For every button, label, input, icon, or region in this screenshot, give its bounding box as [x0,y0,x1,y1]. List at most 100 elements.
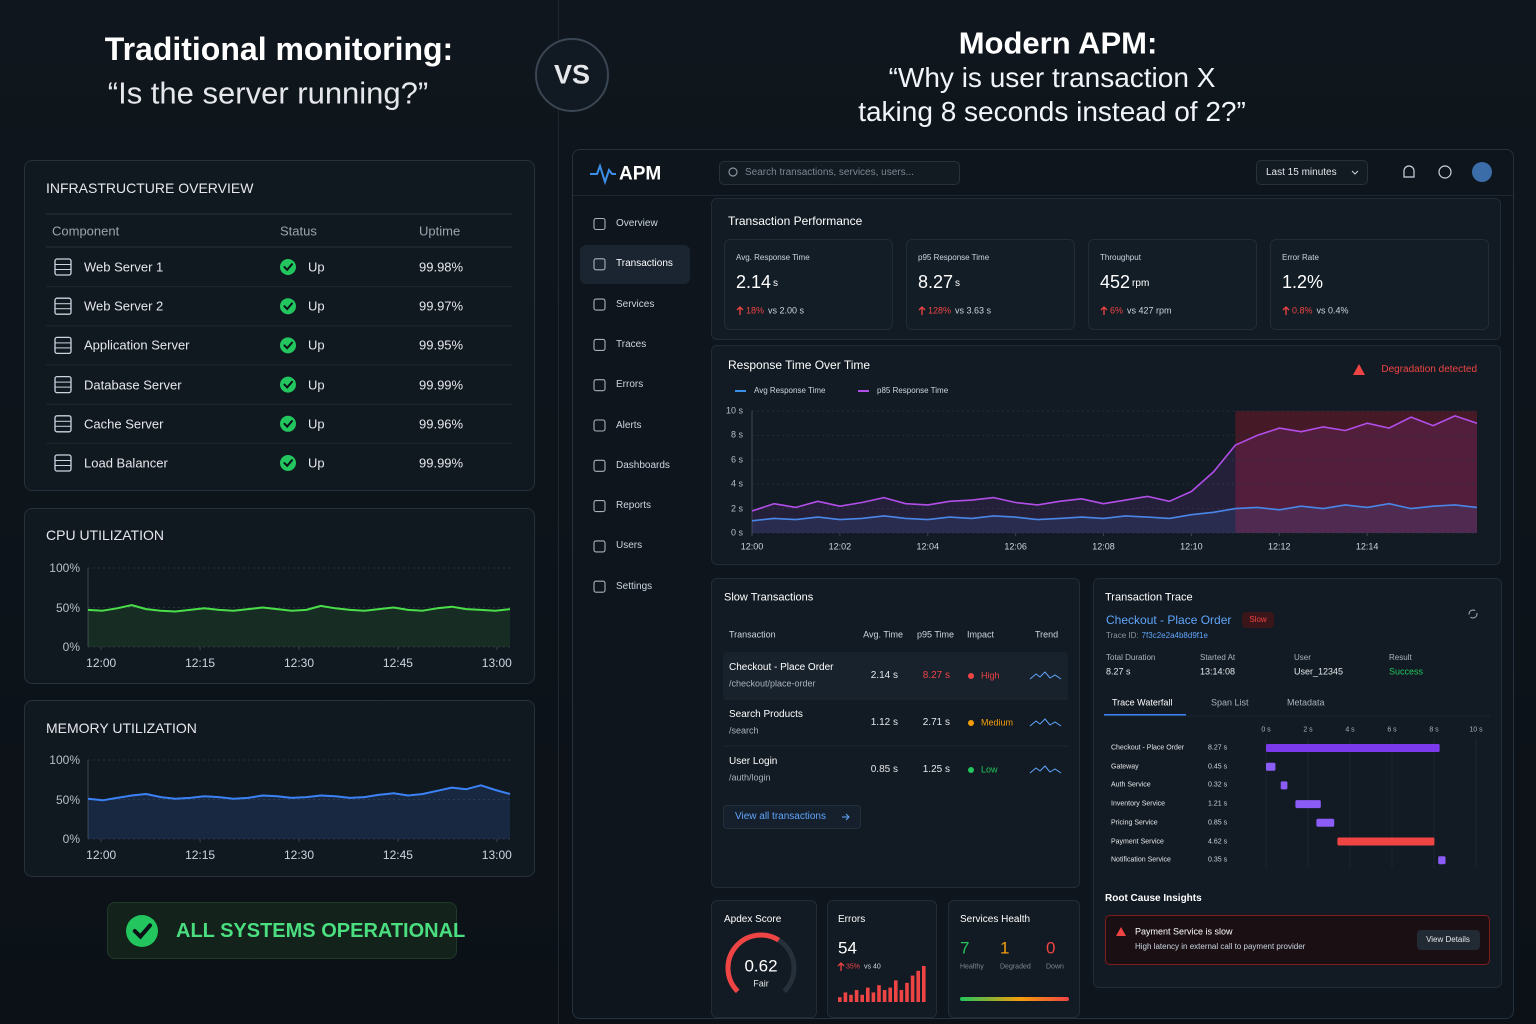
apdex-rating: Fair [753,978,769,989]
y-tick-label: 8 s [730,429,743,440]
component-name: Load Balancer [84,455,168,471]
x-tick-label: 2 s [1303,726,1313,734]
span-bar [1337,837,1435,846]
x-tick-label: 12:04 [916,541,940,552]
warning-icon [1353,364,1365,375]
span-duration: 8.27 s [1208,744,1228,752]
trend-sparkline [1029,718,1062,727]
button-label[interactable]: View Details [1426,935,1470,944]
x-tick-label: 12:00 [740,541,764,552]
check-mark [283,263,293,272]
tab[interactable]: Trace Waterfall [1112,697,1173,708]
errors-compare: vs 40 [864,963,881,971]
vs-label: VS [553,59,591,90]
nav-item[interactable]: Services [616,298,655,310]
tab[interactable]: Span List [1211,697,1249,708]
y-tick-label: 0% [62,640,80,654]
x-tick-label: 0 s [1261,726,1271,734]
nav-item[interactable]: Transactions [616,258,673,270]
check-mark [283,380,293,389]
summary-value: User_12345 [1294,666,1344,677]
x-tick-label: 13:00 [481,848,512,862]
nav-item[interactable]: Alerts [616,419,642,431]
time-range[interactable]: Last 15 minutes [1266,167,1337,178]
error-bar [838,997,842,1002]
nav-item[interactable]: Dashboards [616,459,670,471]
span-bar [1295,800,1321,809]
series-area [752,503,1477,533]
arrow-icon [1100,306,1108,315]
transaction-name: Checkout - Place Order [729,662,834,673]
apdex-value: 0.62 [744,956,778,976]
impact-dot [968,720,974,726]
transaction-path: /auth/login [729,772,771,783]
time-select[interactable] [1256,160,1368,185]
arrow-icon [1282,306,1290,315]
view-all-button[interactable] [723,805,861,829]
search-box[interactable] [719,161,960,185]
transaction-path: /checkout/place-order [729,678,816,689]
logo: APM [619,163,662,185]
metric-compare: vs 2.00 s [768,305,805,316]
metric-card [906,239,1075,330]
nav-item[interactable]: Overview [616,218,658,229]
x-tick-label: 12:00 [86,656,117,670]
impact: High [981,670,1000,681]
status-banner [107,902,457,959]
nav-icon [593,298,606,311]
help-icon [1438,165,1452,179]
check-mark [132,923,152,940]
span-name: Checkout - Place Order [1111,744,1185,752]
x-tick-label: 12:15 [185,656,216,670]
span-name: Pricing Service [1111,819,1158,827]
errors-change: 35% [846,963,861,971]
link[interactable]: View all transactions [735,811,826,822]
metric-value: 1.2% [1282,272,1324,292]
metric-change: 18% [746,305,765,316]
health-label: Degraded [1000,963,1031,971]
error-bar [866,987,870,1002]
x-tick-label: 12:08 [1092,541,1115,552]
health-label: Down [1046,963,1064,971]
span-duration: 0.45 s [1208,763,1228,771]
badge [1242,612,1274,628]
uptime: 99.99% [419,377,464,393]
gauge-value [725,932,781,994]
view-details-button[interactable] [1417,930,1480,950]
nav-icon [593,500,606,513]
nav-item[interactable]: Settings [616,580,653,592]
tab[interactable]: Metadata [1287,697,1325,708]
status-icon [126,915,158,947]
link-arrow [842,813,850,821]
nav-icon [593,379,606,392]
transaction-name: User Login [729,756,778,767]
errors-value: 54 [838,938,857,958]
nav-item[interactable]: Errors [616,379,644,391]
x-tick-label: 12:02 [828,541,852,552]
nav-active [580,244,690,284]
p95-time: 1.25 s [922,764,950,775]
insight-title: Payment Service is slow [1135,926,1233,937]
x-tick-label: 12:10 [1180,541,1203,552]
card-title: Services Health [960,914,1031,925]
nav-item[interactable]: Users [616,540,643,552]
highlight-row[interactable] [723,652,1068,699]
metric-compare: vs 427 rpm [1127,305,1172,316]
summary-label: User [1294,653,1311,662]
column-header: Uptime [419,223,461,239]
nav-item[interactable]: Reports [616,500,652,512]
component-icon [54,336,72,355]
series-line [751,502,1478,522]
span-duration: 0.85 s [1208,819,1228,827]
divider [558,0,559,1024]
degradation-region [1235,411,1477,533]
nav-item[interactable]: Traces [616,338,647,350]
summary-label: Total Duration [1106,653,1156,662]
alert: Degradation detected [1381,364,1477,375]
avg-time: 1.12 s [870,717,898,728]
y-tick-label: 100% [49,753,80,767]
metric-value: 8.27 [918,272,954,292]
avg-time: 2.14 s [870,670,898,681]
component-icon [54,375,72,394]
